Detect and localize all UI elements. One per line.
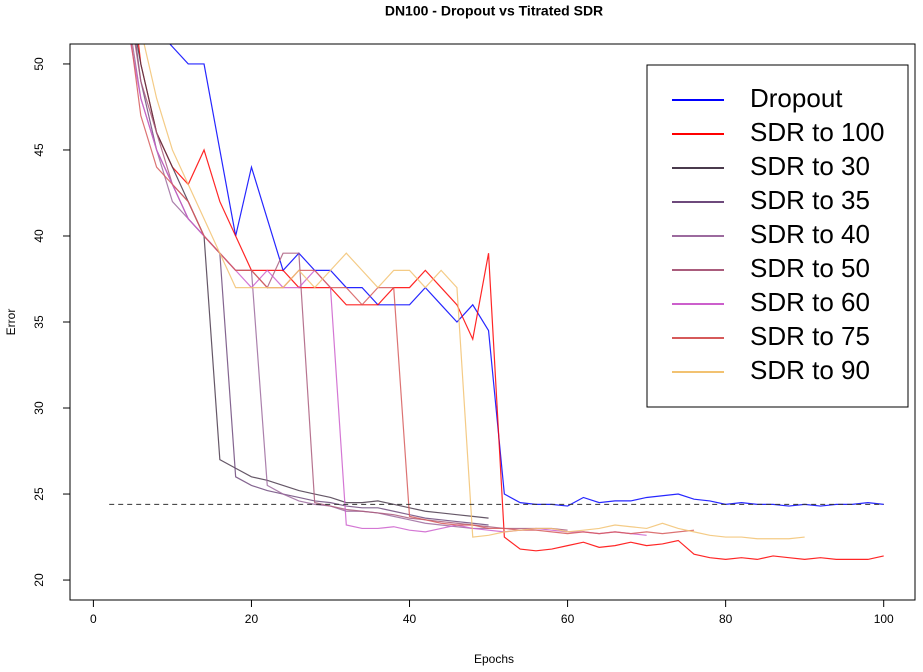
series-line: [137, 44, 884, 561]
y-axis-label: Error: [4, 309, 18, 336]
y-tick-label: 40: [32, 229, 46, 243]
series-line: [134, 44, 568, 531]
series-line: [169, 44, 884, 507]
legend-label: SDR to 60: [750, 287, 870, 317]
series-line: [130, 44, 695, 535]
x-tick-label: 80: [719, 612, 733, 626]
legend-label: SDR to 30: [750, 151, 870, 181]
legend-label: SDR to 100: [750, 117, 884, 147]
plot-frame: [69, 43, 916, 601]
y-tick-label: 20: [32, 573, 46, 587]
legend-label: SDR to 50: [750, 253, 870, 283]
x-tick-label: 0: [90, 612, 97, 626]
y-tick-label: 25: [32, 487, 46, 501]
y-tick-label: 35: [32, 315, 46, 329]
x-tick-label: 100: [874, 612, 894, 626]
series-line: [131, 44, 489, 530]
x-tick-label: 60: [561, 612, 575, 626]
plot-area: [109, 44, 884, 561]
legend-label: SDR to 35: [750, 185, 870, 215]
y-tick-label: 45: [32, 143, 46, 157]
y-tick-label: 30: [32, 401, 46, 415]
x-axis-label: Epochs: [474, 652, 514, 666]
legend-label: SDR to 75: [750, 321, 870, 351]
series-line: [136, 44, 489, 519]
series-line: [130, 44, 647, 536]
series-line: [143, 44, 805, 540]
chart-title: DN100 - Dropout vs Titrated SDR: [385, 3, 603, 19]
legend-label: SDR to 90: [750, 355, 870, 385]
y-tick-label: 50: [32, 57, 46, 71]
legend-label: SDR to 40: [750, 219, 870, 249]
x-tick-label: 40: [403, 612, 417, 626]
x-tick-label: 20: [245, 612, 259, 626]
legend-label: Dropout: [750, 83, 843, 113]
